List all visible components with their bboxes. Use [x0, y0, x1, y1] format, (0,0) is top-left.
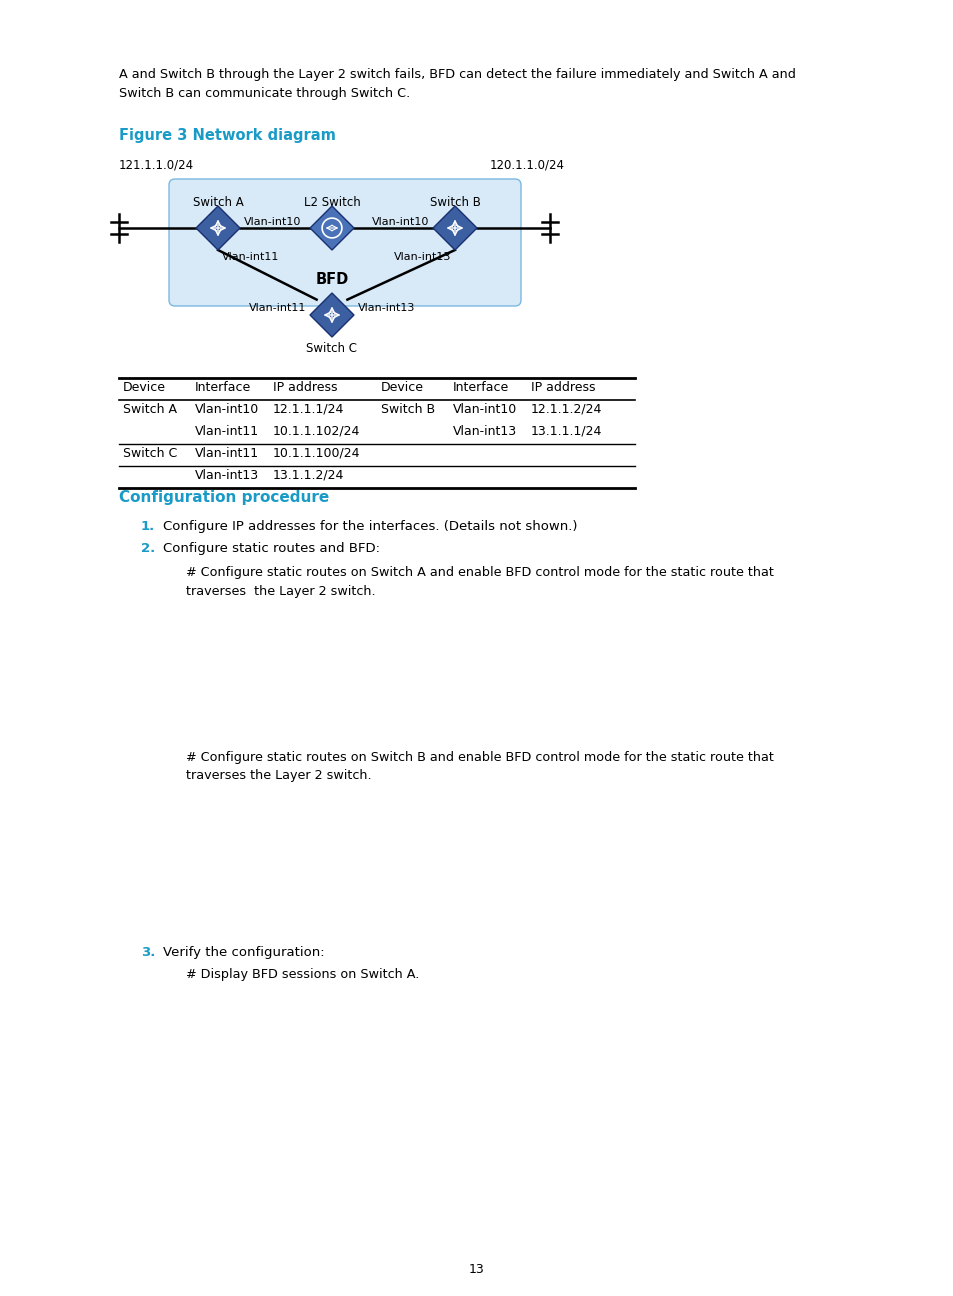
Text: BFD: BFD	[315, 272, 348, 288]
Text: 12.1.1.1/24: 12.1.1.1/24	[273, 403, 344, 416]
Text: Interface: Interface	[194, 381, 251, 394]
Text: IP address: IP address	[531, 381, 595, 394]
Text: Vlan-int11: Vlan-int11	[222, 251, 279, 262]
Text: Vlan-int11: Vlan-int11	[194, 425, 259, 438]
Text: Device: Device	[123, 381, 166, 394]
Text: 13.1.1.2/24: 13.1.1.2/24	[273, 469, 344, 482]
Text: 2.: 2.	[141, 542, 155, 555]
Text: Vlan-int10: Vlan-int10	[453, 403, 517, 416]
Text: 3.: 3.	[141, 946, 155, 959]
Text: Switch B: Switch B	[380, 403, 435, 416]
FancyBboxPatch shape	[169, 179, 520, 306]
Text: 10.1.1.102/24: 10.1.1.102/24	[273, 425, 360, 438]
Text: 1.: 1.	[141, 520, 155, 533]
Text: # Configure static routes on Switch A and enable BFD control mode for the static: # Configure static routes on Switch A an…	[186, 566, 773, 597]
Text: Vlan-int11: Vlan-int11	[194, 447, 259, 460]
Text: L2 Switch: L2 Switch	[303, 196, 360, 209]
Text: # Configure static routes on Switch B and enable BFD control mode for the static: # Configure static routes on Switch B an…	[186, 750, 773, 783]
Polygon shape	[195, 206, 240, 250]
Text: Vlan-int13: Vlan-int13	[453, 425, 517, 438]
Text: Switch B: Switch B	[429, 196, 480, 209]
Text: # Display BFD sessions on Switch A.: # Display BFD sessions on Switch A.	[186, 968, 419, 981]
Text: Verify the configuration:: Verify the configuration:	[163, 946, 324, 959]
Text: 120.1.1.0/24: 120.1.1.0/24	[490, 158, 564, 171]
Text: Switch A: Switch A	[123, 403, 177, 416]
Text: Figure 3 Network diagram: Figure 3 Network diagram	[119, 128, 335, 143]
Text: IP address: IP address	[273, 381, 337, 394]
Text: 12.1.1.2/24: 12.1.1.2/24	[531, 403, 601, 416]
Text: Vlan-int10: Vlan-int10	[194, 403, 259, 416]
Text: 10.1.1.100/24: 10.1.1.100/24	[273, 447, 360, 460]
Text: Configure static routes and BFD:: Configure static routes and BFD:	[163, 542, 379, 555]
Text: A and Switch B through the Layer 2 switch fails, BFD can detect the failure imme: A and Switch B through the Layer 2 switc…	[119, 67, 795, 100]
Text: Vlan-int10: Vlan-int10	[372, 216, 429, 227]
Text: Configuration procedure: Configuration procedure	[119, 490, 329, 505]
Text: Switch C: Switch C	[306, 342, 357, 355]
Text: Vlan-int11: Vlan-int11	[249, 303, 306, 314]
Text: 13.1.1.1/24: 13.1.1.1/24	[531, 425, 601, 438]
Text: Device: Device	[380, 381, 423, 394]
Text: Switch C: Switch C	[123, 447, 177, 460]
Text: Configure IP addresses for the interfaces. (Details not shown.): Configure IP addresses for the interface…	[163, 520, 577, 533]
Polygon shape	[310, 206, 354, 250]
Text: Vlan-int13: Vlan-int13	[394, 251, 451, 262]
Text: Vlan-int13: Vlan-int13	[194, 469, 259, 482]
Text: Vlan-int13: Vlan-int13	[357, 303, 415, 314]
Text: Switch A: Switch A	[193, 196, 243, 209]
Text: Interface: Interface	[453, 381, 509, 394]
Text: Vlan-int10: Vlan-int10	[244, 216, 301, 227]
Text: 121.1.1.0/24: 121.1.1.0/24	[119, 158, 193, 171]
Polygon shape	[310, 293, 354, 337]
Polygon shape	[433, 206, 476, 250]
Text: 13: 13	[469, 1264, 484, 1277]
